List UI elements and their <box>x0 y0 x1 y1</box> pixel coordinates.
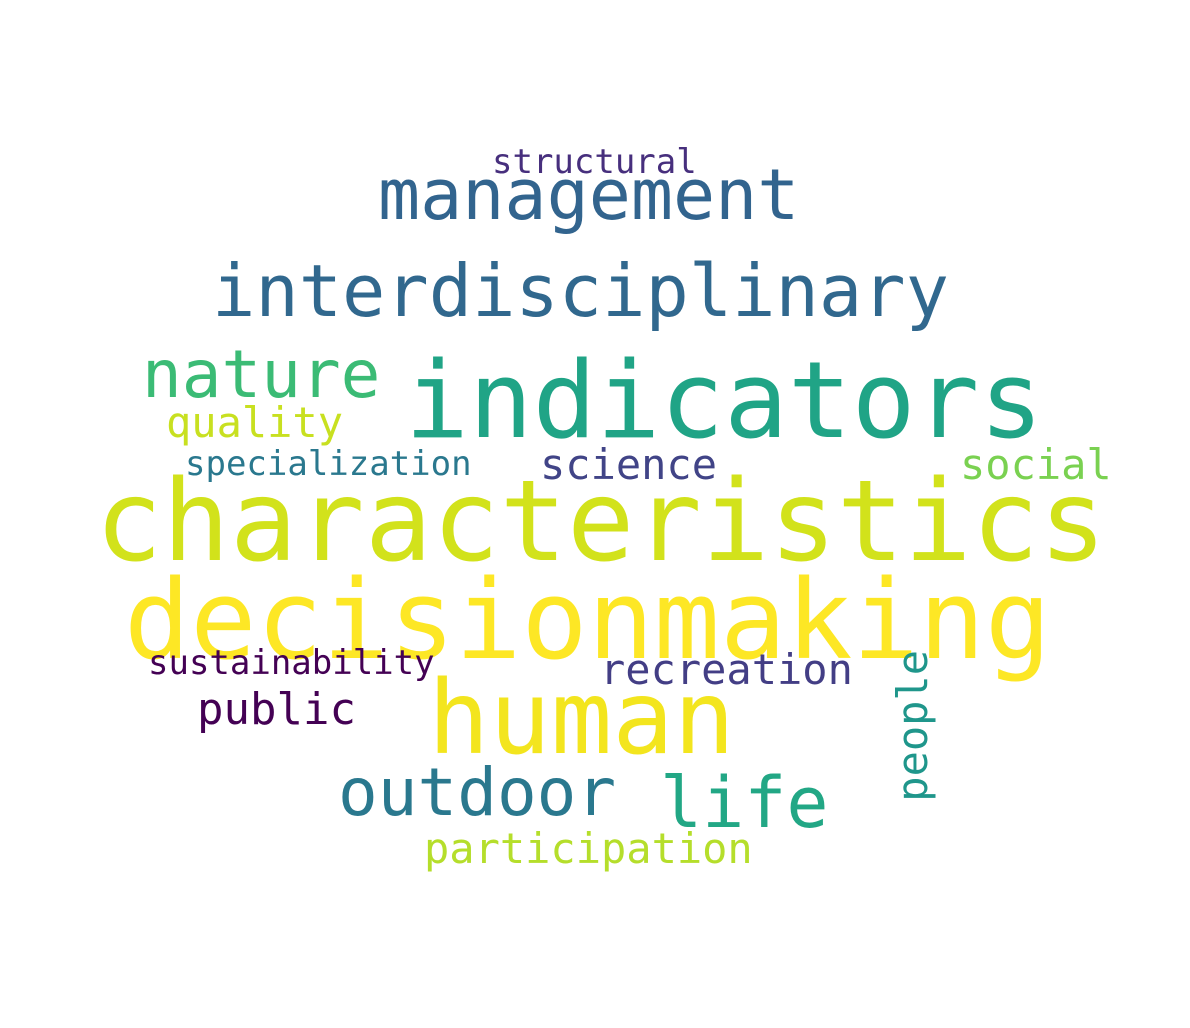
word-life: life <box>660 762 829 844</box>
word-human: human <box>428 659 736 778</box>
word-outdoor: outdoor <box>338 754 617 831</box>
word-participation: participation <box>424 824 753 873</box>
word-recreation: recreation <box>600 645 853 694</box>
word-social: social <box>960 440 1112 489</box>
word-nature: nature <box>142 336 381 413</box>
word-indicators: indicators <box>405 339 1044 462</box>
word-characteristics: characteristics <box>95 457 1107 587</box>
word-people: people <box>888 650 937 802</box>
word-science: science <box>540 440 718 489</box>
word-quality: quality <box>166 398 344 447</box>
word-decisionmaking: decisionmaking <box>124 556 1052 684</box>
word-structural: structural <box>492 142 697 182</box>
word-sustainability: sustainability <box>148 643 435 683</box>
word-specialization: specialization <box>185 444 472 484</box>
word-management: management <box>378 154 800 236</box>
word-interdisciplinary: interdisciplinary <box>212 249 949 333</box>
word-public: public <box>197 684 356 735</box>
